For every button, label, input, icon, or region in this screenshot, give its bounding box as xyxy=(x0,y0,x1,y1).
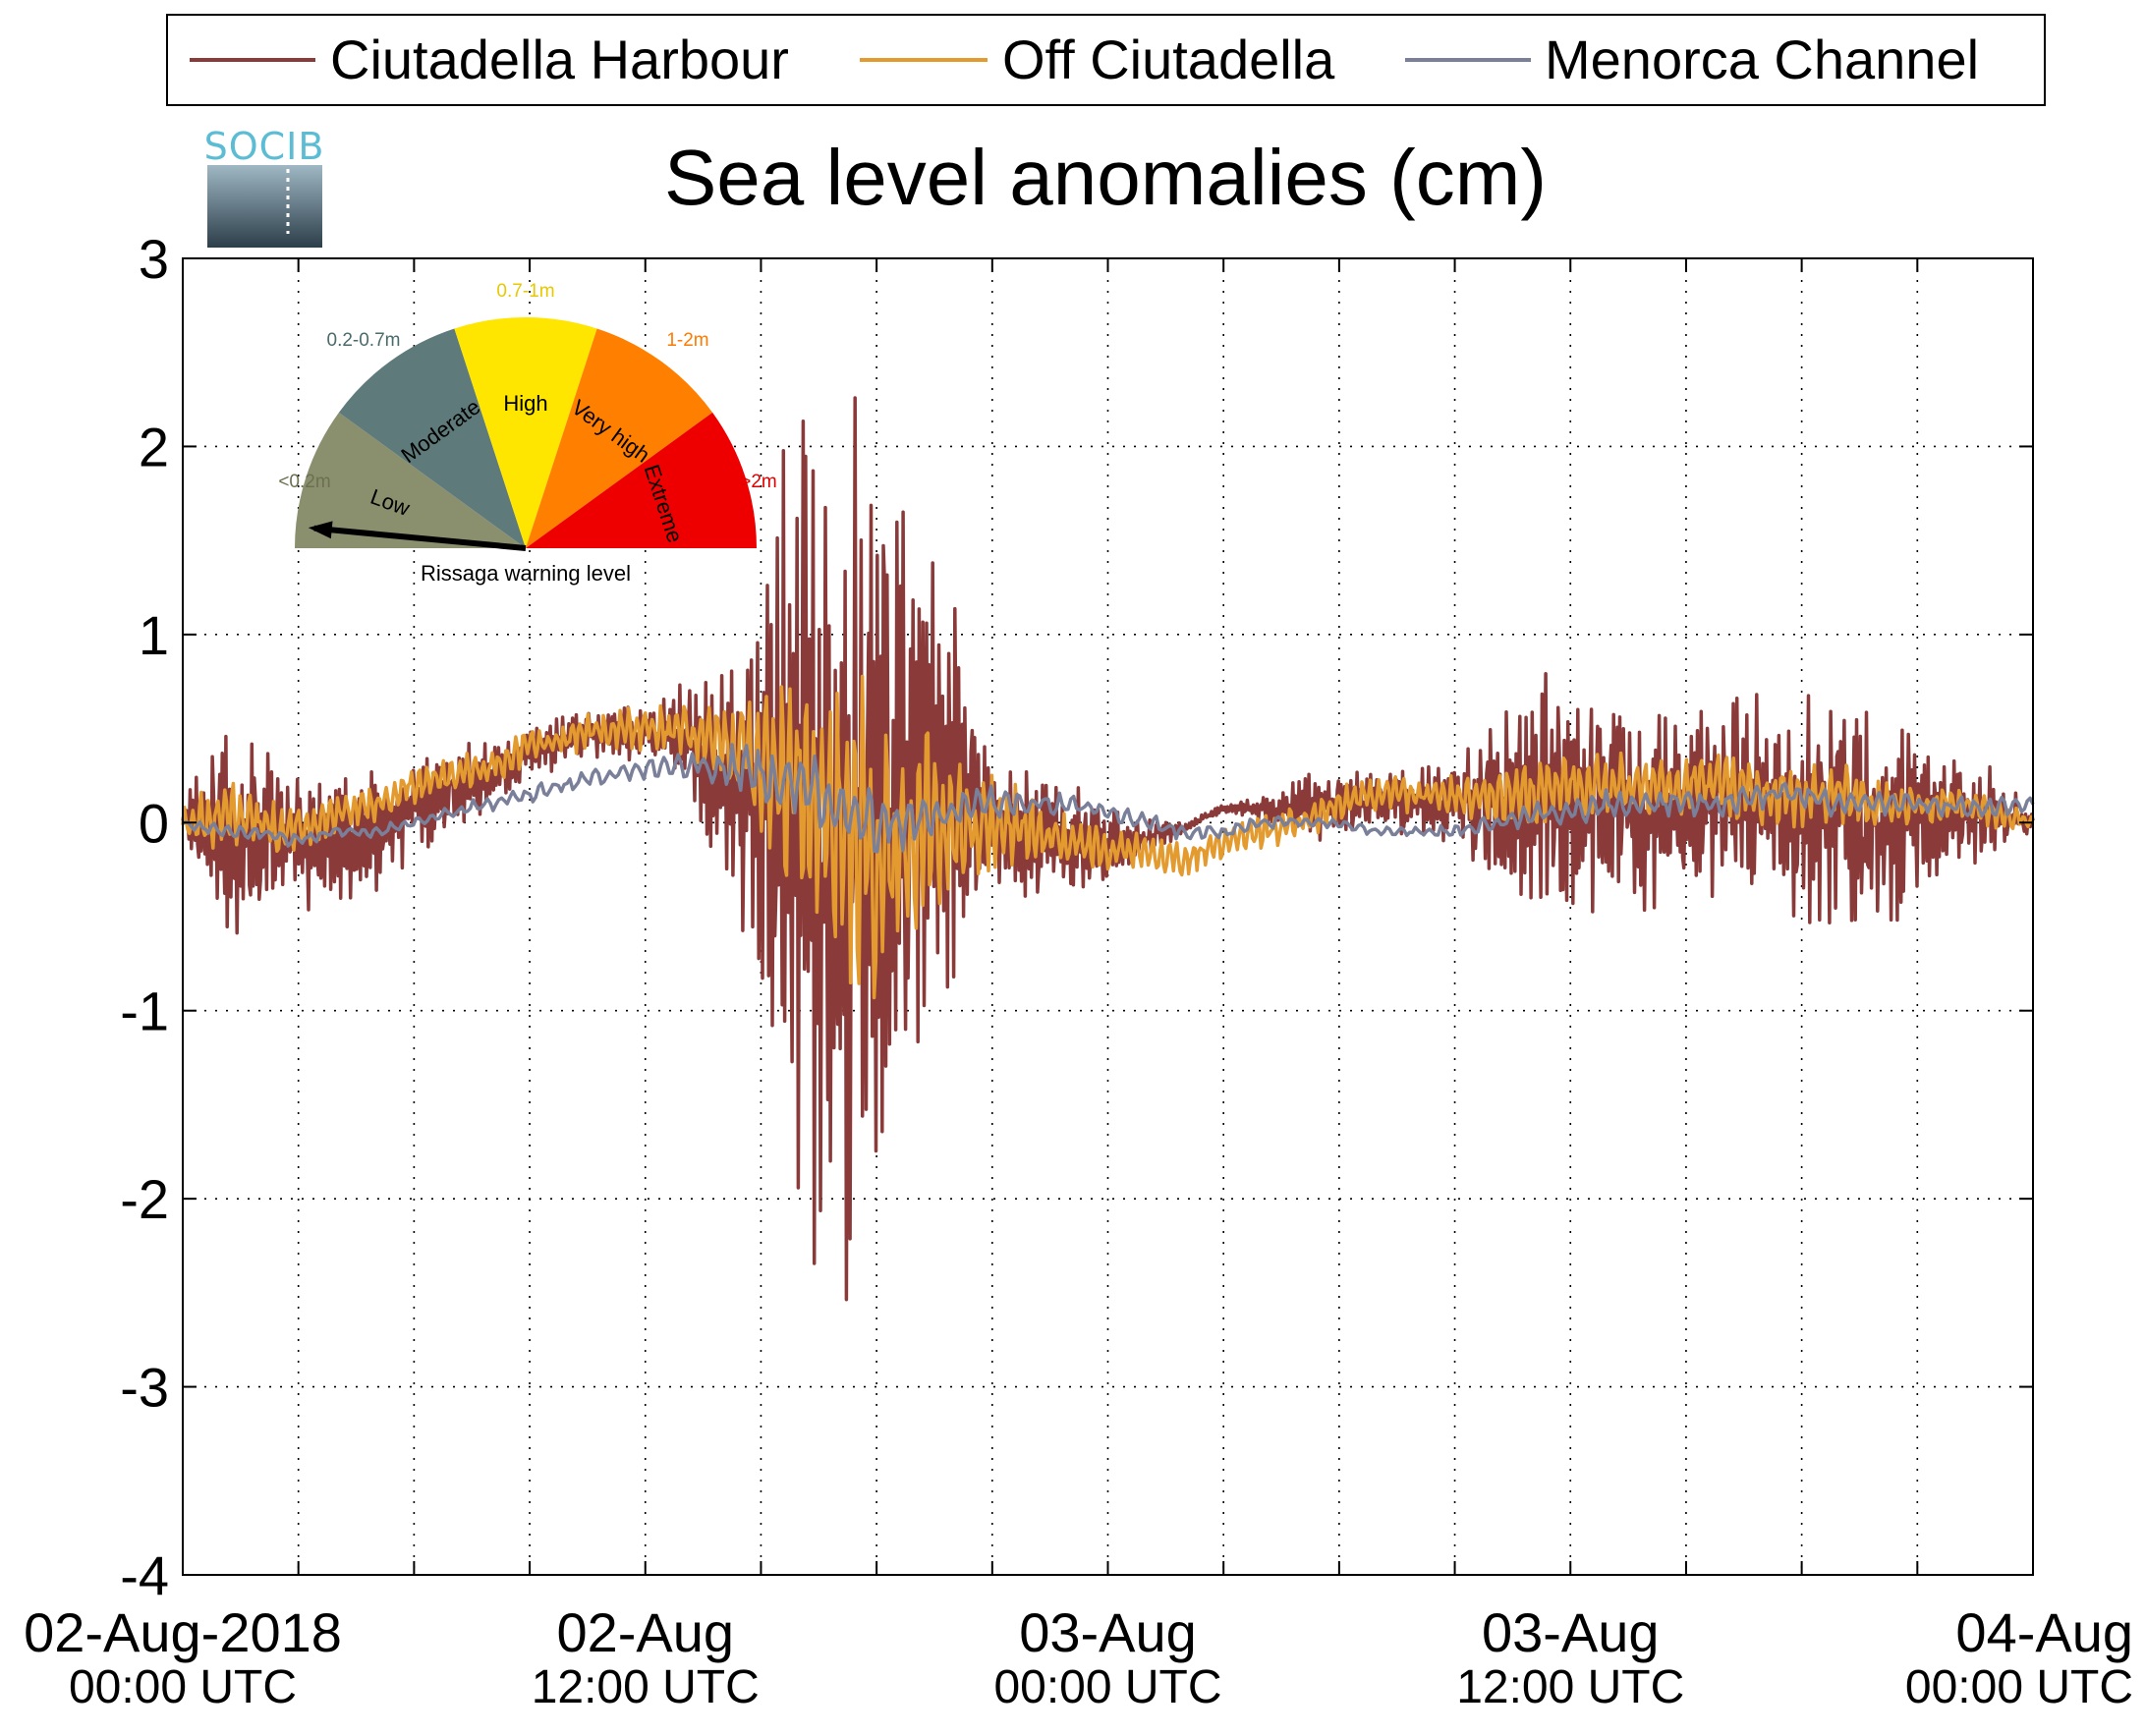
gauge-caption: Rissaga warning level xyxy=(421,561,631,586)
y-tick-labels: -4 -3 -2 -1 0 1 2 3 xyxy=(120,228,169,1606)
x-tick-date: 04-Aug xyxy=(1955,1601,2133,1663)
y-tick-label: -2 xyxy=(120,1168,169,1230)
y-tick-label: -4 xyxy=(120,1544,169,1606)
gauge-range-label: 1-2m xyxy=(666,330,708,351)
series-line xyxy=(181,674,2035,1000)
x-tick-date: 02-Aug xyxy=(556,1601,734,1663)
y-tick-label: 2 xyxy=(139,416,169,477)
chart-title: Sea level anomalies (cm) xyxy=(664,134,1547,221)
logo-block xyxy=(207,165,322,248)
y-tick-label: 1 xyxy=(139,604,169,666)
socib-logo: SOCIB xyxy=(204,125,325,248)
gauge-segment xyxy=(295,412,526,548)
legend-box xyxy=(166,14,2046,106)
x-tick-time: 00:00 UTC xyxy=(993,1661,1221,1713)
gauge-needle-head xyxy=(308,521,333,539)
x-tick-date: 02-Aug-2018 xyxy=(24,1601,342,1663)
x-tick-time: 00:00 UTC xyxy=(69,1661,297,1713)
legend: Ciutadella Harbour Off Ciutadella Menorc… xyxy=(166,14,2046,106)
gauge-segment xyxy=(338,328,526,548)
x-tick-date: 03-Aug xyxy=(1482,1601,1660,1663)
gauge-needle xyxy=(313,525,527,551)
y-tick-label: 3 xyxy=(139,228,169,290)
gauge-range-label: 0.7-1m xyxy=(496,281,554,302)
gauge-level-label: High xyxy=(503,391,547,416)
gauge-segment xyxy=(526,412,757,548)
x-tick-time: 12:00 UTC xyxy=(532,1661,760,1713)
legend-label-ciutadella-harbour: Ciutadella Harbour xyxy=(330,28,789,90)
logo-text: SOCIB xyxy=(204,125,325,168)
x-tick-time: 00:00 UTC xyxy=(1905,1661,2133,1713)
gauge-range-label: <0.2m xyxy=(278,472,330,492)
x-tick-time: 12:00 UTC xyxy=(1456,1661,1684,1713)
series-line xyxy=(182,743,2035,854)
tick-marks xyxy=(183,257,2033,1576)
gauge-range-label: 0.2-0.7m xyxy=(327,330,401,351)
series-layer xyxy=(181,396,2035,1302)
x-tick-date: 03-Aug xyxy=(1019,1601,1197,1663)
gauge-range-label: >2m xyxy=(740,472,777,492)
legend-label-off-ciutadella: Off Ciutadella xyxy=(1002,28,1335,90)
y-tick-label: 0 xyxy=(139,792,169,854)
gauge-segment xyxy=(526,328,713,548)
legend-label-menorca-channel: Menorca Channel xyxy=(1545,28,1979,90)
gauge-segment xyxy=(454,317,597,548)
y-tick-label: -1 xyxy=(120,980,169,1042)
y-tick-label: -3 xyxy=(120,1357,169,1419)
